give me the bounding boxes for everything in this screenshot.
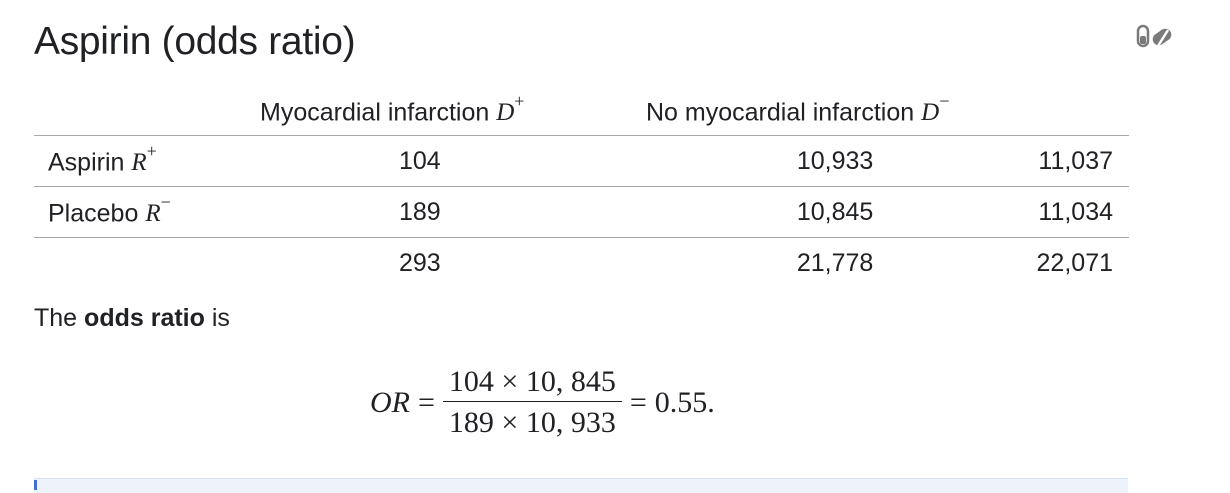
table-header-row: Myocardial infarction D+ No myocardial i… (34, 87, 1129, 136)
next-section-panel (34, 478, 1128, 493)
table-row-aspirin: Aspirin R+ 104 10,933 11,037 (34, 136, 1129, 187)
odds-ratio-formula: OR = 104 × 10, 845 189 × 10, 933 = 0.55. (370, 365, 715, 440)
table-row-totals: 293 21,778 22,071 (34, 238, 1129, 289)
table-row-placebo: Placebo R− 189 10,845 11,034 (34, 187, 1129, 238)
row-label: Aspirin R+ (48, 140, 157, 177)
formula-lhs: OR (370, 385, 410, 419)
header-no-mi: No myocardial infarction D− (646, 87, 949, 136)
cell-total: 22,071 (1036, 248, 1113, 277)
header-no-mi-var: D− (921, 90, 950, 127)
header-mi-var: D+ (496, 90, 525, 127)
row-label: Placebo R− (48, 191, 171, 228)
cell-mi: 104 (399, 146, 441, 175)
cell-total: 11,034 (1038, 197, 1113, 226)
row-label (34, 238, 248, 289)
header-mi-label: Myocardial infarction (260, 98, 490, 127)
header-empty (34, 87, 248, 136)
header-no-mi-label: No myocardial infarction (646, 98, 915, 127)
formula-numerator: 104 × 10, 845 (442, 365, 622, 402)
formula-result: 0.55. (654, 385, 715, 419)
header-total (949, 87, 1129, 136)
header-mi: Myocardial infarction D+ (248, 87, 646, 136)
page-title: Aspirin (odds ratio) (34, 20, 356, 63)
panel-accent-bar (34, 480, 37, 490)
cell-no-mi: 21,778 (796, 248, 874, 277)
equals-sign: = (629, 385, 647, 419)
equals-sign: = (418, 385, 435, 419)
pill-icon[interactable] (1136, 24, 1174, 50)
cell-mi: 293 (399, 248, 441, 277)
cell-mi: 189 (399, 197, 441, 226)
contingency-table: Myocardial infarction D+ No myocardial i… (34, 87, 1129, 288)
odds-ratio-sentence: The odds ratio is (34, 304, 230, 332)
cell-no-mi: 10,845 (796, 197, 874, 226)
formula-fraction: 104 × 10, 845 189 × 10, 933 (442, 365, 622, 440)
odds-ratio-term: odds ratio (84, 304, 205, 332)
cell-total: 11,037 (1038, 146, 1113, 175)
formula-denominator: 189 × 10, 933 (448, 406, 616, 439)
cell-no-mi: 10,933 (796, 146, 874, 175)
